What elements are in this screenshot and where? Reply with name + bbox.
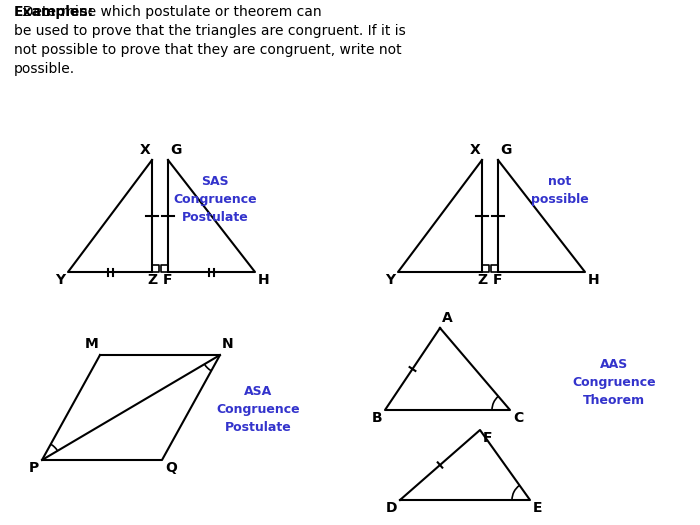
Text: Determine which postulate or theorem can
be used to prove that the triangles are: Determine which postulate or theorem can… xyxy=(14,5,406,76)
Text: A: A xyxy=(442,311,453,325)
Text: H: H xyxy=(258,273,270,287)
Text: ASA
Congruence
Postulate: ASA Congruence Postulate xyxy=(216,385,300,434)
Text: H: H xyxy=(588,273,600,287)
Text: G: G xyxy=(500,143,512,157)
Text: Z: Z xyxy=(477,273,487,287)
Text: F: F xyxy=(483,431,493,445)
Text: SAS
Congruence
Postulate: SAS Congruence Postulate xyxy=(173,175,257,224)
Text: F: F xyxy=(494,273,503,287)
Text: G: G xyxy=(170,143,181,157)
Text: N: N xyxy=(222,337,234,351)
Text: E: E xyxy=(533,501,542,515)
Text: Examples:: Examples: xyxy=(14,5,94,19)
Text: X: X xyxy=(469,143,480,157)
Text: not
possible: not possible xyxy=(531,175,589,206)
Text: X: X xyxy=(139,143,150,157)
Text: C: C xyxy=(513,411,524,425)
Text: F: F xyxy=(163,273,173,287)
Text: Z: Z xyxy=(147,273,157,287)
Text: Y: Y xyxy=(55,273,65,287)
Text: B: B xyxy=(372,411,382,425)
Text: M: M xyxy=(84,337,98,351)
Text: Y: Y xyxy=(385,273,395,287)
Text: P: P xyxy=(29,461,39,475)
Text: AAS
Congruence
Theorem: AAS Congruence Theorem xyxy=(572,358,656,407)
Text: D: D xyxy=(386,501,397,515)
Text: Q: Q xyxy=(165,461,177,475)
